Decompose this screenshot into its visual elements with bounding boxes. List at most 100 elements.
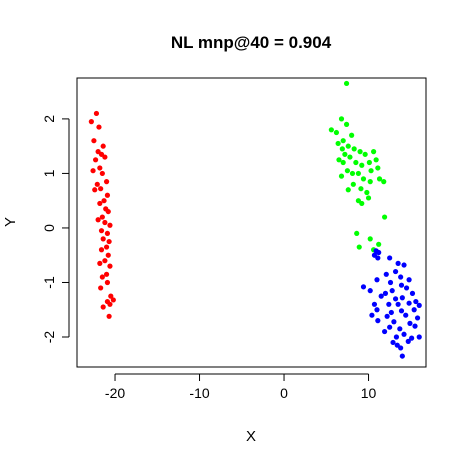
data-point xyxy=(356,244,362,250)
x-tick-label: -10 xyxy=(189,385,209,401)
data-point xyxy=(392,268,399,275)
y-axis-label: Y xyxy=(2,217,19,227)
data-point xyxy=(392,296,399,302)
plot-frame xyxy=(76,77,427,368)
data-point xyxy=(409,335,415,341)
data-point xyxy=(97,165,103,171)
data-point xyxy=(107,263,113,269)
data-point xyxy=(416,334,422,340)
data-point xyxy=(355,170,361,177)
data-point xyxy=(416,302,422,308)
data-point xyxy=(398,345,404,351)
data-point xyxy=(364,189,370,196)
data-point xyxy=(339,146,345,152)
data-point xyxy=(359,162,365,168)
data-point xyxy=(399,353,405,359)
data-point xyxy=(414,315,421,321)
data-point xyxy=(401,331,407,337)
data-point xyxy=(99,214,105,220)
data-point xyxy=(353,159,359,166)
data-point xyxy=(406,277,412,283)
data-point xyxy=(92,157,99,163)
data-point xyxy=(405,338,411,344)
data-point xyxy=(90,168,96,174)
data-point xyxy=(103,271,110,277)
data-point xyxy=(413,298,419,305)
data-point xyxy=(103,179,110,185)
data-point xyxy=(102,258,108,264)
data-point xyxy=(383,271,389,277)
data-point xyxy=(103,244,110,250)
data-point xyxy=(395,260,401,266)
data-point xyxy=(367,288,373,294)
data-point xyxy=(358,186,364,192)
data-point xyxy=(397,326,403,332)
data-point xyxy=(376,249,382,256)
data-point xyxy=(106,238,112,245)
data-point xyxy=(387,279,394,286)
data-point xyxy=(391,319,397,325)
data-point xyxy=(102,219,108,226)
data-point xyxy=(345,187,351,193)
data-point xyxy=(375,318,381,324)
data-point xyxy=(91,138,97,144)
data-point xyxy=(393,334,400,340)
data-point xyxy=(409,290,416,296)
data-point xyxy=(95,217,101,223)
data-point xyxy=(371,301,378,307)
data-point xyxy=(96,124,102,130)
y-tick-label: -2 xyxy=(41,331,57,344)
data-point xyxy=(104,279,111,286)
data-point xyxy=(389,288,395,294)
data-point xyxy=(338,173,345,179)
data-point xyxy=(335,140,341,147)
data-point xyxy=(349,170,356,177)
data-point xyxy=(401,262,407,268)
data-point xyxy=(349,132,355,138)
data-point xyxy=(399,295,405,301)
data-point xyxy=(366,159,372,166)
x-axis-label: X xyxy=(246,428,256,445)
data-point xyxy=(100,236,106,242)
y-tick-label: 2 xyxy=(41,115,57,123)
data-point xyxy=(333,129,340,136)
x-axis: -20 -10 0 10 xyxy=(105,373,377,401)
data-point xyxy=(376,241,382,247)
data-point xyxy=(110,297,116,303)
data-point xyxy=(107,301,113,307)
data-point xyxy=(398,274,404,280)
data-point xyxy=(343,121,350,127)
data-point xyxy=(345,143,351,149)
data-point xyxy=(100,143,106,149)
data-point xyxy=(369,312,375,318)
data-point xyxy=(381,328,388,335)
data-point xyxy=(374,307,380,313)
data-point xyxy=(336,157,342,163)
data-point xyxy=(386,301,392,307)
x-tick-label: 0 xyxy=(280,385,288,401)
data-point xyxy=(105,208,111,215)
data-point xyxy=(360,284,367,290)
y-tick-label: 0 xyxy=(41,224,57,232)
data-point xyxy=(343,80,350,87)
x-tick-label: -20 xyxy=(105,385,125,401)
data-point xyxy=(376,176,383,182)
data-points xyxy=(88,80,422,359)
data-point xyxy=(99,170,105,177)
data-point xyxy=(357,149,363,155)
data-point xyxy=(381,214,388,220)
data-point xyxy=(106,313,112,319)
data-point xyxy=(378,293,384,299)
data-point xyxy=(98,285,104,291)
data-point xyxy=(359,200,365,207)
data-point xyxy=(384,313,390,319)
data-point xyxy=(104,230,111,237)
data-point xyxy=(350,181,356,187)
data-point xyxy=(398,308,405,314)
data-point xyxy=(387,324,393,330)
data-point xyxy=(390,339,396,346)
y-tick-label: -1 xyxy=(41,276,57,289)
data-point xyxy=(93,110,100,117)
x-tick-label: 10 xyxy=(361,385,377,401)
data-point xyxy=(354,230,360,237)
